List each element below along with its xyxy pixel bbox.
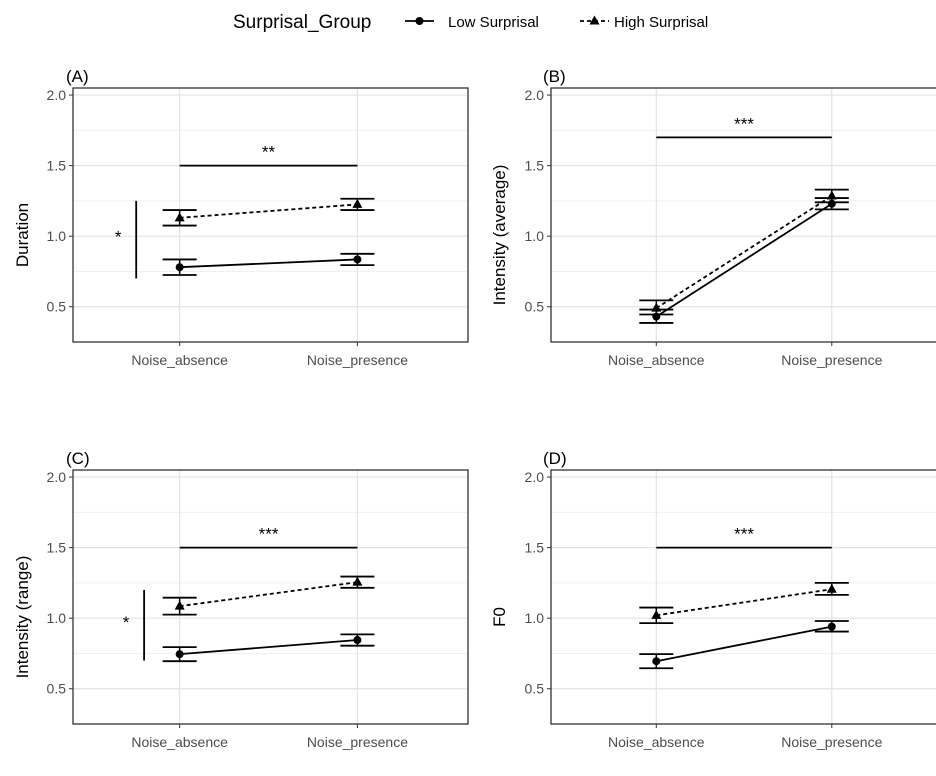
panel-a-background xyxy=(73,88,468,342)
panel-b-ytick-label: 1.0 xyxy=(525,228,545,244)
panel-c-ytick-label: 0.5 xyxy=(47,681,67,697)
panel-a-ylabel: Duration xyxy=(13,203,32,267)
panel-b-significance-label: *** xyxy=(734,114,754,133)
panel-c-tag: (C) xyxy=(66,449,90,468)
panel-a-low-surprisal-point xyxy=(175,263,184,272)
panel-d-ytick-label: 2.0 xyxy=(525,469,545,485)
panel-a-significance-label: ** xyxy=(262,143,276,162)
panel-a-plot: 0.5 1.0 1.5 2.0 Noise_absence Noise_presence *… xyxy=(47,87,469,368)
panel-a-xtick-label: Noise_absence xyxy=(131,352,228,368)
panel-a-xtick-label: Noise_presence xyxy=(307,352,408,368)
panel-d-ytick-label: 1.5 xyxy=(525,540,545,556)
panel-a-high-surprisal-point xyxy=(174,212,185,222)
panel-a-ytick-label: 0.5 xyxy=(47,299,67,315)
panel-a-ytick-label: 2.0 xyxy=(47,87,67,103)
panel-a-tag: (A) xyxy=(66,67,89,86)
panel-a-ytick-label: 1.5 xyxy=(47,158,67,174)
panel-a-ytick-label: 1.0 xyxy=(47,228,67,244)
panel-c-xtick-label: Noise_absence xyxy=(131,734,228,750)
panel-c-low-surprisal-line xyxy=(179,639,358,656)
panel-d-ytick-label: 1.0 xyxy=(525,610,545,626)
panel-c-ytick-label: 2.0 xyxy=(47,469,67,485)
panel-b: (B) Intensity (average) 0.5 1.0 1.5 2.0 Nois… xyxy=(490,67,936,368)
panel-c-low-surprisal-point xyxy=(175,650,184,659)
legend-high-marker xyxy=(589,15,600,25)
panel-a-vertical-significance-label: * xyxy=(115,228,122,247)
panel-d-ylabel: F0 xyxy=(490,607,509,627)
panel-c-ytick-label: 1.0 xyxy=(47,610,67,626)
panel-b-ytick-label: 0.5 xyxy=(525,299,545,315)
panel-b-plot: 0.5 1.0 1.5 2.0 Noise_absence Noise_presence *… xyxy=(525,87,936,368)
panel-a-high-surprisal-point xyxy=(352,198,363,208)
legend-low-marker xyxy=(415,17,424,25)
panel-d-significance-label: *** xyxy=(734,525,754,544)
panel-b-xtick-label: Noise_absence xyxy=(608,352,705,368)
panel-b-tag: (B) xyxy=(543,67,566,86)
panel-b-low-surprisal-line xyxy=(655,202,833,318)
panel-d-low-surprisal-point xyxy=(652,657,661,666)
panel-c-ylabel: Intensity (range) xyxy=(13,556,32,679)
panel-c-high-surprisal-point xyxy=(174,600,185,610)
legend-key-low-surprisal xyxy=(405,17,434,25)
panel-c-background xyxy=(73,470,468,724)
legend-title: Surprisal_Group xyxy=(233,12,371,33)
panel-c-significance-label: *** xyxy=(259,525,279,544)
panel-d-xtick-label: Noise_absence xyxy=(608,734,705,750)
legend-label-low: Low Surprisal xyxy=(448,14,539,31)
panel-c-vertical-significance-label: * xyxy=(123,613,130,632)
panel-d: (D) F0 0.5 1.0 1.5 2.0 Noise_absence Noise_pr… xyxy=(490,449,936,750)
panel-b-high-surprisal-point xyxy=(826,190,837,200)
panel-d-background xyxy=(551,470,936,724)
panel-a-high-surprisal-line xyxy=(179,203,358,219)
panel-b-ytick-label: 2.0 xyxy=(525,87,545,103)
panel-d-high-surprisal-line xyxy=(656,588,832,617)
legend: Surprisal_Group Low Surprisal High Surpr… xyxy=(233,12,708,33)
panel-b-border xyxy=(550,87,936,343)
panel-c-low-surprisal-point xyxy=(353,636,362,645)
panel-d-low-surprisal-line xyxy=(656,625,832,663)
panel-b-ytick-label: 1.5 xyxy=(525,158,545,174)
panel-c-border xyxy=(72,469,469,725)
panel-c-high-surprisal-point xyxy=(352,576,363,586)
panel-a-border xyxy=(72,87,469,343)
panel-d-high-surprisal-point xyxy=(826,583,837,593)
panel-c-high-surprisal-line xyxy=(179,581,358,608)
panel-d-border xyxy=(550,469,936,725)
legend-key-high-surprisal xyxy=(580,15,609,25)
panel-b-xtick-label: Noise_presence xyxy=(781,352,882,368)
panel-a: (A) Duration 0.5 1.0 1.5 2.0 Noise_absence No… xyxy=(13,67,469,368)
panel-c-ytick-label: 1.5 xyxy=(47,540,67,556)
panel-c: (C) Intensity (range) 0.5 1.0 1.5 2.0 Noise_… xyxy=(13,449,469,750)
panel-d-ytick-label: 0.5 xyxy=(525,681,545,697)
legend-label-high: High Surprisal xyxy=(614,14,708,31)
panel-a-low-surprisal-line xyxy=(179,258,358,269)
panel-d-plot: 0.5 1.0 1.5 2.0 Noise_absence Noise_presence *… xyxy=(525,469,936,750)
panel-b-high-surprisal-point xyxy=(651,302,662,312)
panel-d-xtick-label: Noise_presence xyxy=(781,734,882,750)
panel-d-low-surprisal-point xyxy=(827,622,836,631)
panel-a-low-surprisal-point xyxy=(353,255,362,264)
panel-d-tag: (D) xyxy=(543,449,567,468)
panel-c-xtick-label: Noise_presence xyxy=(307,734,408,750)
panel-d-high-surprisal-point xyxy=(651,609,662,619)
panel-c-plot: 0.5 1.0 1.5 2.0 Noise_absence Noise_presence *… xyxy=(47,469,469,750)
panel-b-ylabel: Intensity (average) xyxy=(490,165,509,306)
